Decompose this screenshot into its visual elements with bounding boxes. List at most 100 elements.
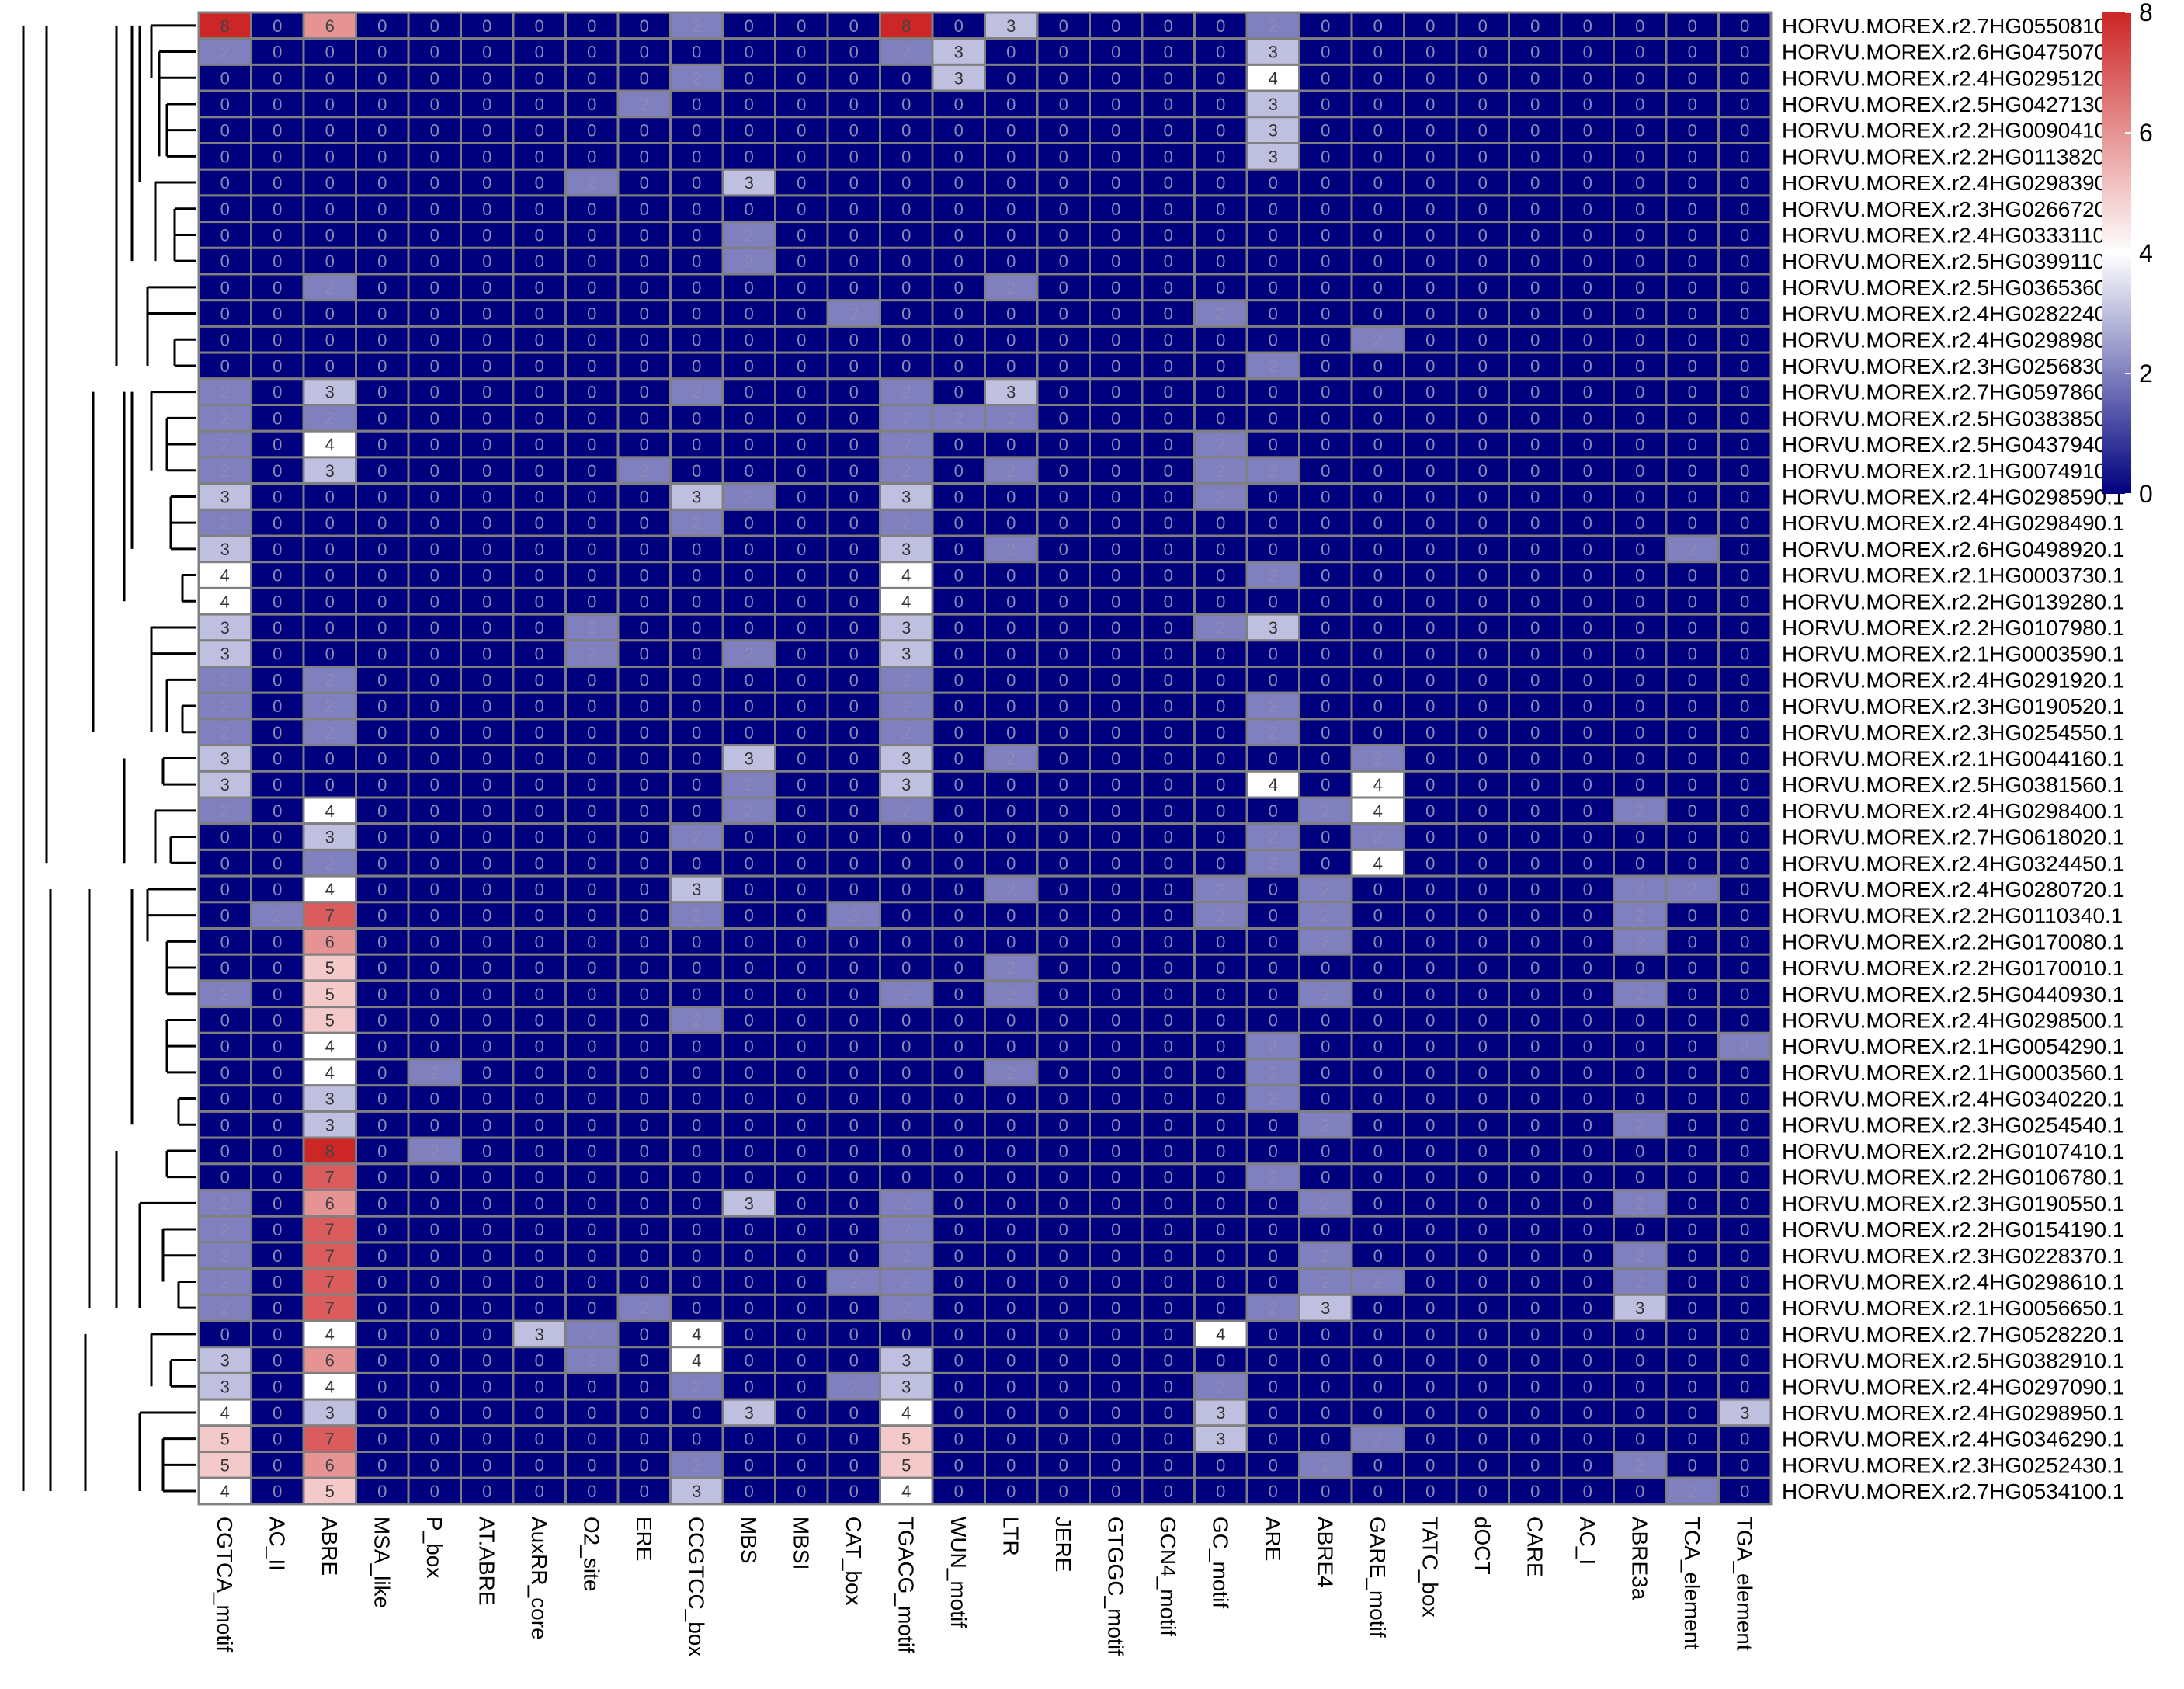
cell-value: 2: [1373, 828, 1383, 847]
cell-value: 0: [377, 1194, 387, 1213]
column-label: AC_II: [265, 1517, 289, 1571]
cell-value: 2: [1269, 697, 1278, 716]
cell-value: 0: [954, 1063, 964, 1083]
cell-value: 0: [1425, 304, 1435, 324]
cell-value: 0: [1216, 147, 1225, 166]
cell-value: 0: [1635, 775, 1644, 794]
cell-value: 0: [273, 1063, 282, 1083]
cell-value: 6: [325, 1351, 335, 1371]
cell-value: 0: [1530, 880, 1540, 899]
cell-value: 0: [1006, 356, 1016, 376]
cell-value: 0: [482, 513, 491, 533]
cell-value: 0: [640, 435, 649, 454]
cell-value: 0: [849, 540, 859, 559]
cell-value: 3: [1269, 618, 1278, 638]
cell-value: 0: [1164, 1377, 1173, 1396]
cell-value: 0: [587, 1063, 596, 1083]
cell-value: 0: [1373, 932, 1383, 951]
cell-value: 0: [1688, 1455, 1697, 1475]
cell-value: 0: [1164, 95, 1173, 114]
cell-value: 2: [640, 461, 649, 481]
cell-value: 0: [377, 723, 387, 742]
cell-value: 0: [535, 723, 544, 742]
cell-value: 2: [1635, 985, 1644, 1004]
cell-value: 0: [273, 1090, 282, 1109]
cell-value: 0: [849, 1430, 859, 1449]
cell-value: 0: [1478, 723, 1488, 742]
cell-value: 0: [1530, 1482, 1540, 1501]
heatmap-cell: [1089, 142, 1144, 171]
heatmap-cell: [407, 89, 462, 119]
cell-value: 0: [1688, 1037, 1697, 1056]
cell-value: 0: [849, 330, 859, 349]
cell-value: 0: [587, 697, 596, 716]
row-label: HORVU.MOREX.r2.3HG0266720.1: [1782, 197, 2124, 221]
row-label: HORVU.MOREX.r2.1HG0054290.1: [1782, 1034, 2124, 1058]
cell-value: 0: [430, 16, 439, 36]
cell-value: 0: [797, 1115, 806, 1135]
cell-value: 0: [901, 1142, 911, 1161]
column-label: GCN4_motif: [1156, 1517, 1180, 1636]
cell-value: 0: [745, 1430, 754, 1449]
cell-value: 0: [1373, 1351, 1383, 1371]
cell-value: 0: [535, 408, 544, 428]
cell-value: 2: [745, 225, 754, 245]
cell-value: 0: [1583, 1325, 1592, 1344]
cell-value: 0: [220, 1037, 230, 1056]
cell-value: 0: [535, 435, 544, 454]
cell-value: 0: [745, 1455, 754, 1475]
cell-value: 3: [692, 1482, 701, 1501]
cell-value: 0: [535, 1377, 544, 1396]
cell-value: 0: [1635, 513, 1644, 533]
cell-value: 0: [745, 853, 754, 873]
cell-value: 0: [849, 487, 859, 506]
cell-value: 0: [1688, 697, 1697, 716]
cell-value: 0: [640, 1142, 649, 1161]
cell-value: 0: [1059, 1455, 1068, 1475]
cell-value: 0: [1164, 278, 1173, 297]
cell-value: 0: [1530, 278, 1540, 297]
cell-value: 0: [377, 592, 387, 611]
cell-value: 0: [849, 408, 859, 428]
heatmap-cell: [1089, 116, 1144, 145]
cell-value: 0: [377, 853, 387, 873]
cell-value: 0: [1425, 828, 1435, 847]
cell-value: 0: [1059, 985, 1068, 1004]
cell-value: 0: [1688, 16, 1697, 36]
cell-value: 0: [1216, 697, 1225, 716]
cell-value: 0: [1216, 1090, 1225, 1109]
cell-value: 0: [849, 513, 859, 533]
cell-value: 0: [1583, 95, 1592, 114]
cell-value: 0: [1321, 356, 1330, 376]
cell-value: 0: [587, 853, 596, 873]
cell-value: 0: [430, 173, 439, 193]
cell-value: 0: [1006, 330, 1016, 349]
cell-value: 0: [1583, 775, 1592, 794]
row-label: HORVU.MOREX.r2.4HG0291920.1: [1782, 668, 2124, 692]
cell-value: 0: [273, 330, 282, 349]
cell-value: 0: [640, 225, 649, 245]
heatmap-cell: [250, 325, 305, 354]
cell-value: 0: [692, 592, 701, 611]
cell-value: 0: [1059, 1272, 1068, 1291]
cell-value: 0: [1321, 1142, 1330, 1161]
cell-value: 0: [1321, 95, 1330, 114]
cell-value: 0: [901, 1063, 911, 1083]
cell-value: 0: [1111, 1220, 1120, 1239]
cell-value: 0: [1216, 513, 1225, 533]
cell-value: 0: [482, 304, 491, 324]
cell-value: 0: [1111, 435, 1120, 454]
cell-value: 0: [1321, 592, 1330, 611]
cell-value: 2: [220, 408, 230, 428]
cell-value: 0: [1478, 1115, 1488, 1135]
cell-value: 0: [1530, 618, 1540, 638]
column-label: O2_site: [579, 1517, 603, 1591]
cell-value: 0: [1164, 1455, 1173, 1475]
cell-value: 0: [482, 461, 491, 481]
cell-value: 0: [482, 1194, 491, 1213]
cell-value: 3: [220, 645, 230, 664]
cell-value: 0: [1478, 592, 1488, 611]
column-label: ABRE3a: [1627, 1517, 1651, 1600]
cell-value: 0: [482, 278, 491, 297]
cell-value: 0: [797, 147, 806, 166]
